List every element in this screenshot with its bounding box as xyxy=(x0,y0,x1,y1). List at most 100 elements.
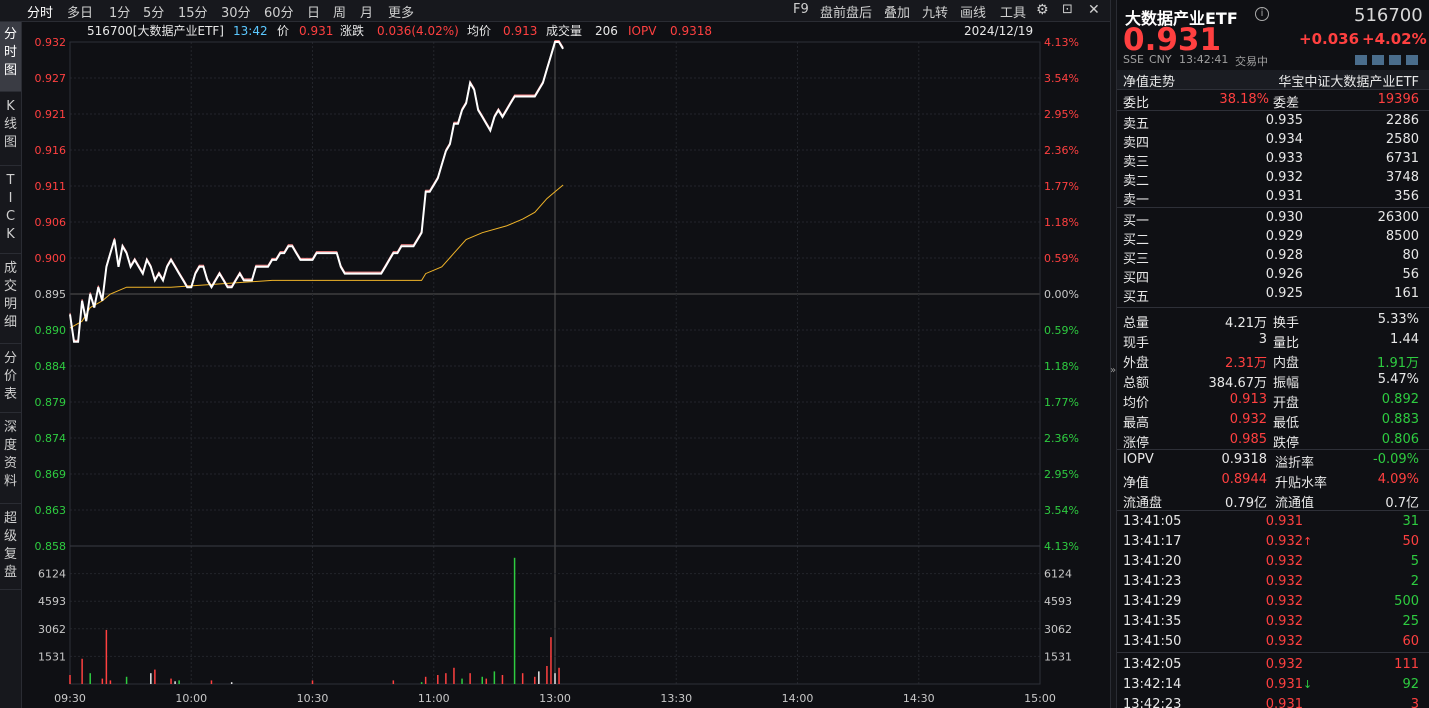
pct-tick-label: 1.77% xyxy=(1044,396,1079,409)
vol-tick-label-right: 1531 xyxy=(1044,650,1072,663)
stat-label: 均价 xyxy=(1123,396,1150,411)
period-tab[interactable]: 周 xyxy=(333,6,347,21)
chart-svg[interactable]: 0.932 0.927 0.921 0.916 0.911 0.906 0.900 0.895… xyxy=(22,22,1110,708)
pct-tick-label: 3.54% xyxy=(1044,72,1079,85)
bell-icon[interactable] xyxy=(1372,55,1384,65)
bid-price[interactable]: 0.928 xyxy=(1265,248,1303,263)
bid-price[interactable]: 0.925 xyxy=(1265,286,1303,301)
stat-value: 0.79亿 xyxy=(1225,496,1267,511)
period-tab[interactable]: 分时 xyxy=(27,6,54,21)
nav-item[interactable]: K 线 图 xyxy=(0,94,21,166)
exchange: SSE xyxy=(1123,53,1144,66)
quote-time: 13:42:41 xyxy=(1179,53,1229,66)
gear-icon[interactable]: ⚙ xyxy=(1036,2,1049,18)
bid-price[interactable]: 0.926 xyxy=(1265,267,1303,282)
security-code: 516700 xyxy=(1354,5,1423,26)
ask-price[interactable]: 0.935 xyxy=(1265,113,1303,128)
ask-label: 卖二 xyxy=(1123,174,1150,189)
tick-volume: 500 xyxy=(1394,594,1419,609)
nav-item[interactable]: 深 度 资 料 xyxy=(0,415,21,504)
ask-price[interactable]: 0.933 xyxy=(1265,151,1303,166)
toolbar-item[interactable]: 九转 xyxy=(922,6,949,21)
period-tab[interactable]: 日 xyxy=(307,6,321,21)
arrow-down-icon: ↓ xyxy=(1303,678,1313,691)
tick-time: 13:42:14 xyxy=(1123,677,1182,692)
period-tab[interactable]: 60分 xyxy=(264,6,294,21)
period-tab[interactable]: 30分 xyxy=(221,6,251,21)
tick-price: 0.931 xyxy=(1265,514,1303,529)
nav-item[interactable]: 分 价 表 xyxy=(0,346,21,413)
bid-row: 买四 0.926 56 xyxy=(1117,266,1429,286)
chart-header-change-label: 涨跌 xyxy=(340,23,364,38)
ask-price[interactable]: 0.931 xyxy=(1265,189,1303,204)
period-tab[interactable]: 15分 xyxy=(178,6,208,21)
divider xyxy=(1117,307,1429,308)
period-tab[interactable]: 多日 xyxy=(67,6,94,21)
quote-title-row: 大数据产业ETF i 516700 xyxy=(1117,4,1429,28)
weibi-label: 委比 xyxy=(1123,96,1150,111)
toolbar-item[interactable]: 画线 xyxy=(960,6,987,21)
stat-label: 跌停 xyxy=(1273,436,1300,451)
lock-icon[interactable] xyxy=(1389,55,1401,65)
nav-trend-label[interactable]: 净值走势 xyxy=(1123,75,1176,90)
stat-label: 外盘 xyxy=(1123,356,1150,371)
panel-collapse-handle[interactable]: » xyxy=(1110,0,1117,708)
chart-header-avg-label: 均价 xyxy=(467,24,491,38)
ask-label: 卖三 xyxy=(1123,155,1150,170)
period-tab[interactable]: 月 xyxy=(360,6,374,21)
nav-item[interactable]: 成 交 明 细 xyxy=(0,256,21,344)
pct-tick-label: 2.95% xyxy=(1044,468,1079,481)
y-tick-label: 0.874 xyxy=(35,432,67,445)
bid-price[interactable]: 0.929 xyxy=(1265,229,1303,244)
quote-panel: 大数据产业ETF i 516700 0.931 +0.036 +4.02% SS… xyxy=(1117,0,1429,708)
stat-label: 振幅 xyxy=(1273,376,1300,391)
bid-label: 买二 xyxy=(1123,233,1150,248)
vol-tick-label: 6124 xyxy=(38,568,66,581)
fund-row[interactable]: 净值走势 华宝中证大数据产业ETF xyxy=(1117,70,1429,90)
x-tick-label: 11:00 xyxy=(418,692,450,705)
chart-header-iopv: 0.9318 xyxy=(670,24,712,38)
pct-tick-label: 3.54% xyxy=(1044,504,1079,517)
edit-icon[interactable] xyxy=(1355,55,1367,65)
stat-value: 1.44 xyxy=(1390,332,1419,347)
toolbar-item[interactable]: 叠加 xyxy=(884,6,911,21)
period-tab[interactable]: 5分 xyxy=(143,6,165,21)
pct-tick-label: 4.13% xyxy=(1044,540,1079,553)
tick-volume: 111 xyxy=(1394,657,1419,672)
divider xyxy=(1117,207,1429,208)
toolbar-item[interactable]: 工具 xyxy=(1000,6,1027,21)
intraday-chart[interactable]: 0.932 0.927 0.921 0.916 0.911 0.906 0.900 0.895… xyxy=(22,22,1110,708)
bid-price[interactable]: 0.930 xyxy=(1265,210,1303,225)
stat-label: 开盘 xyxy=(1273,396,1300,411)
nav-item[interactable]: 分 时 图 xyxy=(0,22,21,92)
y-tick-label: 0.879 xyxy=(35,396,67,409)
tick-volume: 60 xyxy=(1402,634,1419,649)
expand-arrow-icon[interactable]: » xyxy=(1110,365,1117,376)
nav-item[interactable]: T I C K xyxy=(0,168,21,254)
period-tab[interactable]: 1分 xyxy=(109,6,131,21)
lock-icon[interactable]: ⊡ xyxy=(1062,2,1073,17)
tick-row: 13:42:23 0.931 3 xyxy=(1117,696,1429,708)
pct-tick-label: 4.13% xyxy=(1044,36,1079,49)
period-tab[interactable]: 更多 xyxy=(388,6,415,21)
bid-volume: 56 xyxy=(1402,267,1419,282)
weibi-row: 委比 38.18% 委差 19396 xyxy=(1117,91,1429,111)
toolbar-item[interactable]: 盘前盘后 xyxy=(820,6,873,21)
ask-price[interactable]: 0.932 xyxy=(1265,170,1303,185)
stat-label: 量比 xyxy=(1273,336,1300,351)
grid-icon[interactable] xyxy=(1406,55,1418,65)
tick-row: 13:41:05 0.931 31 xyxy=(1117,513,1429,532)
stat-value: 5.47% xyxy=(1377,372,1419,387)
toolbar-item[interactable]: F9 xyxy=(793,2,809,17)
pct-tick-label: 2.36% xyxy=(1044,144,1079,157)
info-icon[interactable]: i xyxy=(1255,7,1269,21)
stat-label: 换手 xyxy=(1273,316,1300,331)
vol-tick-label: 4593 xyxy=(38,595,66,608)
ask-price[interactable]: 0.934 xyxy=(1265,132,1303,147)
nav-item[interactable]: 超 级 复 盘 xyxy=(0,506,21,590)
chart-header-code-name: 516700[大数据产业ETF] xyxy=(87,23,224,38)
close-icon[interactable]: ✕ xyxy=(1088,2,1100,18)
pct-tick-label: 1.77% xyxy=(1044,180,1079,193)
stat-value: 1.91万 xyxy=(1377,356,1419,371)
